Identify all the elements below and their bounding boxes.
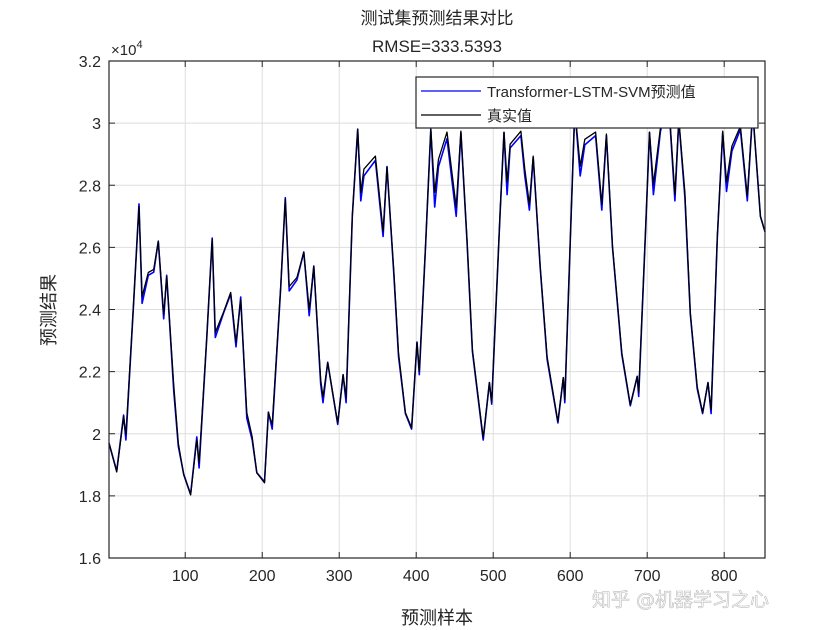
chart-subtitle: RMSE=333.5393: [372, 37, 502, 56]
x-tick-label: 400: [403, 568, 430, 585]
x-tick-label: 100: [172, 568, 199, 585]
chart-title: 测试集预测结果对比: [361, 9, 514, 28]
series-lines: [108, 90, 766, 496]
y-tick-label: 3: [92, 116, 101, 133]
ticks: [109, 60, 765, 559]
x-tick-label: 800: [711, 568, 738, 585]
y-axis-label: 预测结果: [39, 274, 59, 346]
x-tick-label: 600: [557, 568, 584, 585]
y-exponent-label: ×104: [111, 39, 143, 59]
y-tick-label: 2: [92, 427, 101, 444]
legend[interactable]: Transformer-LSTM-SVM预测值 真实值: [415, 76, 759, 129]
y-tick-label: 2.4: [79, 303, 101, 320]
y-tick-labels: 1.6 1.8 2 2.2 2.4 2.6 2.8 3 3.2: [79, 54, 101, 568]
x-tick-label: 200: [249, 568, 276, 585]
y-exponent-power: 4: [136, 39, 142, 51]
y-tick-label: 1.8: [79, 489, 101, 506]
x-axis-label: 预测样本: [401, 608, 473, 628]
y-tick-label: 2.8: [79, 178, 101, 195]
grid-lines: [109, 60, 765, 559]
y-tick-label: 3.2: [79, 54, 101, 71]
y-tick-label: 2.6: [79, 240, 101, 257]
y-tick-label: 2.2: [79, 365, 101, 382]
legend-label-pred: Transformer-LSTM-SVM预测值: [487, 84, 696, 101]
y-tick-label: 1.6: [79, 551, 101, 568]
x-tick-label: 500: [480, 568, 507, 585]
x-tick-labels: 100 200 300 400 500 600 700 800: [172, 568, 738, 585]
legend-label-true: 真实值: [487, 107, 532, 125]
legend-box: [415, 76, 759, 129]
x-tick-label: 700: [634, 568, 661, 585]
series-line-actual: [108, 90, 766, 496]
watermark: 知乎 @机器学习之心: [592, 589, 769, 611]
x-tick-label: 300: [326, 568, 353, 585]
